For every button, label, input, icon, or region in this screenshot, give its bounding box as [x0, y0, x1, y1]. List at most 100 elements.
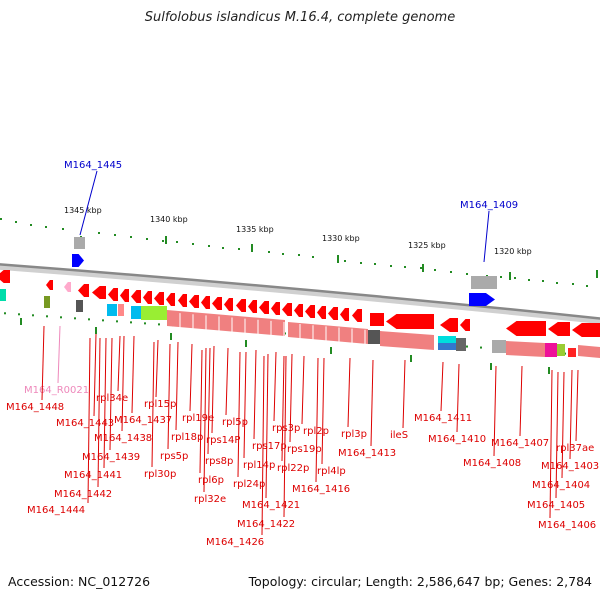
scale-dot: [238, 248, 240, 250]
gene-label: M164_1405: [527, 500, 585, 511]
gene-arrow: [212, 297, 222, 310]
gene-arrow: [305, 305, 315, 318]
inner-scale-dot: [158, 323, 160, 326]
gene-label: M164_1437: [114, 415, 172, 426]
gene-label: M164_1444: [27, 505, 85, 516]
gene-leader-line: [167, 343, 171, 450]
scale-dot: [45, 226, 47, 228]
gene-block: [107, 304, 117, 316]
gene-label: M164_1416: [292, 484, 350, 495]
gene-arrow: [294, 304, 303, 317]
scale-major-tick: [596, 270, 598, 278]
gene-arrow: [92, 286, 106, 299]
gene-label: rpl2p: [303, 426, 329, 437]
scale-major-tick: [509, 272, 511, 280]
gene-leader-line: [87, 337, 91, 504]
gene-leader-line: [243, 351, 247, 459]
gene-leader-line: [321, 357, 325, 465]
gene-label: rps17p: [252, 441, 287, 452]
top-label-line: [79, 170, 98, 236]
gene-leader-line: [440, 361, 444, 412]
gene-leader-line: [549, 369, 553, 519]
scale-tick-label: 1345 kbp: [64, 206, 102, 215]
gene-label: rpl4lp: [317, 466, 346, 477]
backbone-shadow: [0, 264, 600, 324]
gene-label: M164_1408: [463, 458, 521, 469]
gene-arrow: [154, 292, 164, 305]
inner-scale-dot: [102, 319, 104, 322]
gene-label: M164_1426: [206, 537, 264, 548]
scale-tick-label: 1325 kbp: [408, 241, 446, 250]
gene-block: [456, 338, 466, 351]
gene-block: [368, 330, 380, 344]
gene-leader-line: [315, 357, 319, 483]
gene-arrow: [572, 323, 600, 337]
gene-cluster-band: [578, 345, 600, 358]
gene-block: [118, 304, 124, 316]
gene-block: [44, 296, 50, 308]
gene-leader-line: [456, 363, 460, 433]
gene-arrow: [131, 290, 141, 303]
scale-dot: [312, 256, 314, 258]
gene-arrow: [166, 293, 175, 306]
gene-label: M164_1448: [6, 402, 64, 413]
gene-arrow-blue: [469, 293, 495, 306]
gene-leader-line: [211, 345, 215, 434]
gene-arrow: [460, 319, 470, 331]
gene-cluster-band: [380, 331, 434, 350]
top-gene-label: M164_1409: [460, 200, 518, 211]
gene-label: rpl6p: [198, 475, 224, 486]
gene-arrow: [317, 306, 326, 319]
inner-scale-dot: [60, 316, 62, 319]
gene-label: ileS: [390, 430, 408, 441]
gene-leader-line: [301, 355, 305, 425]
scale-dot: [282, 253, 284, 255]
inner-scale-dot: [88, 318, 90, 321]
gene-block: [76, 300, 83, 312]
gene-arrow-ileS: [386, 314, 434, 329]
scale-dot: [450, 271, 452, 273]
gene-leader-line: [253, 349, 257, 440]
inner-scale-dot: [4, 312, 6, 315]
gene-label: M164_1404: [532, 480, 590, 491]
gene-leader-line: [225, 347, 229, 416]
gene-arrow: [108, 288, 118, 301]
gene-label: rps19p: [287, 444, 322, 455]
inner-scale-dot: [74, 317, 76, 320]
gene-block-gray: [74, 237, 85, 249]
scale-tick-label: 1320 kbp: [494, 247, 532, 256]
gene-arrow: [224, 298, 233, 311]
gene-leader-line: [555, 371, 559, 499]
gene-arrow-rna: [64, 282, 71, 292]
gene-leader-line: [347, 357, 351, 428]
gene-leader-line: [57, 325, 61, 384]
gene-leader-line: [103, 337, 107, 469]
gene-leader-line: [109, 337, 113, 451]
gene-label: M164_1443: [56, 418, 114, 429]
gene-label: rpl14p: [243, 460, 275, 471]
scale-dot: [374, 263, 376, 265]
scale-dot: [556, 282, 558, 284]
scale-dot: [360, 262, 362, 264]
gene-arrow: [340, 308, 349, 321]
inner-scale-dot: [144, 322, 146, 325]
gene-leader-line: [199, 349, 203, 474]
gene-arrow: [282, 303, 292, 316]
gene-block: [0, 289, 6, 301]
gene-block: [131, 306, 141, 319]
accession-text: Accession: NC_012726: [8, 574, 151, 589]
inner-major-tick: [170, 333, 172, 340]
gene-arrow: [178, 294, 187, 307]
scale-dot: [222, 247, 224, 249]
scale-dot: [298, 254, 300, 256]
gene-arrow: [248, 300, 257, 313]
gene-label: rpl5p: [222, 417, 248, 428]
gene-arrow: [0, 270, 10, 283]
gene-leader-line: [561, 371, 565, 479]
scale-dot: [30, 224, 32, 226]
gene-leader-line: [402, 359, 406, 429]
gene-block-gray: [471, 276, 497, 289]
scale-dot: [466, 273, 468, 275]
top-gene-label: M164_1445: [64, 160, 122, 171]
